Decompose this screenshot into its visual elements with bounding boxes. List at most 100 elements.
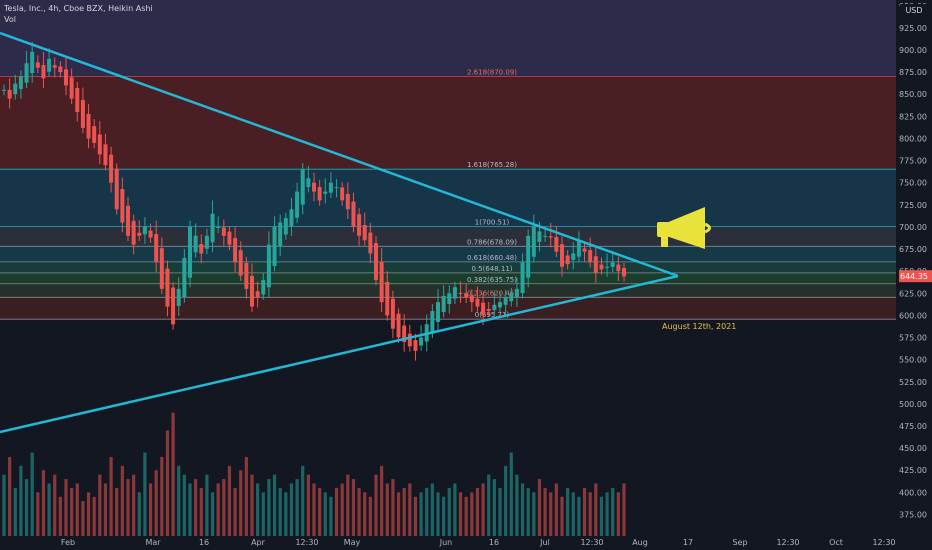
candle-body [351, 201, 356, 227]
volume-bar [256, 483, 260, 538]
candle-body [18, 76, 23, 89]
candle-body [374, 243, 378, 281]
volume-bar [419, 492, 423, 538]
volume-bar [272, 474, 277, 538]
volume-bar [351, 479, 356, 538]
time-tick-label: Feb [61, 538, 75, 547]
megaphone-body [657, 222, 669, 237]
volume-bar [537, 479, 542, 538]
volume-bar [227, 465, 232, 538]
volume-bar [301, 465, 305, 538]
volume-label: Vol [4, 15, 16, 24]
annotation-date: August 12th, 2021 [662, 322, 736, 331]
volume-bar [380, 465, 384, 538]
candle-body [35, 62, 40, 68]
candle-body [86, 113, 91, 139]
candle-body [379, 261, 384, 303]
candle-body [24, 63, 29, 83]
candle-body [261, 280, 266, 295]
candle-body [289, 209, 294, 227]
candle-body [238, 250, 243, 276]
chart-legend: Tesla, Inc., 4h, Cboe BZX, Heikin Ashi V… [4, 3, 153, 25]
candle-body [165, 268, 170, 307]
volume-bar [357, 487, 361, 538]
price-tick-label: 775.00 [899, 157, 927, 166]
volume-bar [210, 492, 215, 538]
volume-bar [306, 474, 310, 538]
candle-body [75, 88, 80, 112]
candle-body [182, 257, 187, 298]
volume-bar [498, 487, 502, 538]
volume-bar [222, 479, 226, 538]
candle-body [7, 89, 12, 99]
volume-bar [103, 483, 108, 538]
volume-bar [577, 496, 581, 538]
candle-body [582, 248, 587, 252]
volume-bar [13, 487, 17, 538]
candle-body [13, 83, 18, 95]
candle-body [565, 255, 570, 265]
candle-body [452, 287, 457, 299]
volume-bar [24, 479, 29, 538]
volume-bar [588, 492, 592, 538]
volume-bar [160, 456, 164, 538]
fib-label: 2.618(870.09) [467, 68, 517, 76]
volume-bar [622, 483, 626, 538]
volume-bar [244, 456, 248, 538]
volume-bar [58, 496, 62, 538]
time-axis[interactable]: Feb Mar 16 Apr 12:30 May Jun 16 Jul 12:30 Aug 17 Sep… [0, 536, 932, 550]
triangle-trendlines[interactable] [0, 31, 679, 434]
volume-bar [616, 492, 620, 538]
volume-bar [346, 474, 350, 538]
candle-body [114, 168, 119, 210]
volume-bar [289, 483, 294, 538]
candle-body [193, 235, 198, 253]
time-tick-label: 12:30 [580, 538, 603, 547]
volume-bar [182, 474, 186, 538]
candle-body [526, 235, 531, 278]
price-tick-label: 375.00 [899, 510, 927, 519]
candle-body [616, 264, 621, 272]
volume-bar [385, 483, 389, 538]
volume-bar [165, 430, 170, 538]
volume-bar [554, 483, 558, 538]
fib-bands [0, 0, 896, 320]
candle-body [503, 297, 508, 305]
volume-bar [594, 483, 598, 538]
candle-body [216, 226, 221, 228]
price-tick-label: 725.00 [899, 201, 927, 210]
fib-band [0, 297, 896, 320]
candle-body [250, 275, 254, 307]
volume-bar [611, 487, 615, 538]
candle-body [520, 262, 525, 294]
candle-body [390, 298, 395, 329]
volume-bar [571, 492, 575, 538]
volume-bar [233, 487, 237, 538]
volume-bar [120, 465, 124, 538]
volume-bar [504, 465, 508, 538]
volume-bar [318, 487, 322, 538]
price-axis[interactable]: 950.00925.00900.00875.00850.00825.00800.… [896, 0, 932, 550]
candle-body [227, 231, 232, 245]
volume-bar [492, 479, 496, 538]
volume-bar [126, 479, 130, 538]
volume-bar [2, 474, 6, 538]
candle-body [131, 220, 136, 245]
volume-bar [329, 496, 333, 538]
volume-bar [98, 474, 102, 538]
volume-bar [391, 479, 395, 538]
volume-bar [487, 474, 491, 538]
candle-body [481, 302, 486, 316]
volume-bar [447, 487, 451, 538]
volume-bar [430, 483, 434, 538]
volume-bar [599, 496, 604, 538]
candle-body [171, 287, 176, 325]
volume-bar [143, 452, 147, 538]
candle-body [233, 238, 238, 263]
candle-body [278, 222, 283, 247]
candle-body [148, 230, 153, 238]
fib-label: 0.786(678.09) [467, 238, 517, 246]
candle-body [69, 77, 74, 99]
time-tick-label: Aug [632, 538, 648, 547]
